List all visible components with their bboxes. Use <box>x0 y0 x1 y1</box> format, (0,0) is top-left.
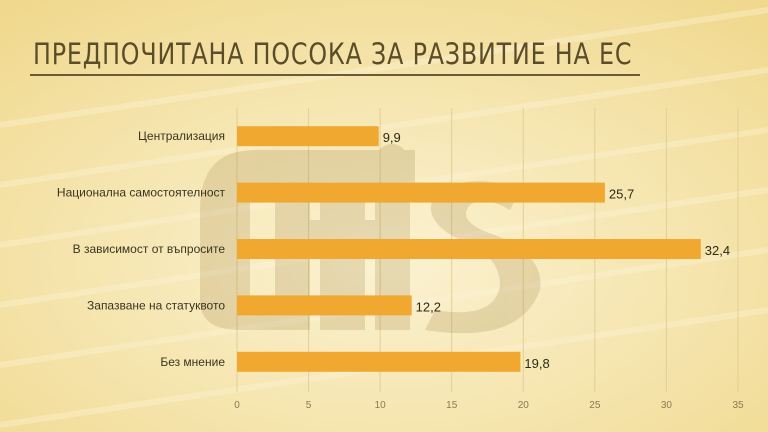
x-axis-ticks: 0 5 10 15 20 25 30 35 <box>234 400 744 411</box>
x-tick-label: 25 <box>589 400 601 411</box>
data-label: 25,7 <box>609 187 634 202</box>
x-tick-label: 35 <box>732 400 744 411</box>
bar <box>237 295 412 316</box>
category-labels: Централизация Национална самостоятелност В… <box>57 129 226 369</box>
data-label: 9,9 <box>383 130 401 145</box>
category-label: Централизация <box>138 129 225 143</box>
x-tick-label: 15 <box>446 400 458 411</box>
bars-group <box>237 126 701 372</box>
x-tick-label: 30 <box>661 400 673 411</box>
category-label: В зависимост от въпросите <box>73 242 226 256</box>
category-label: Запазване на статуквото <box>87 298 225 312</box>
bar <box>237 351 521 372</box>
bar <box>237 182 605 203</box>
x-tick-label: 5 <box>306 400 312 411</box>
slide-title: ПРЕДПОЧИТАНА ПОСОКА ЗА РАЗВИТИЕ НА ЕС <box>33 37 633 71</box>
category-label: Без мнение <box>160 355 225 369</box>
data-label: 19,8 <box>524 356 549 371</box>
category-label: Национална самостоятелност <box>57 186 226 200</box>
x-tick-label: 10 <box>375 400 387 411</box>
bar <box>237 126 379 147</box>
x-tick-label: 20 <box>518 400 530 411</box>
value-labels: 9,9 25,7 32,4 12,2 19,8 <box>383 130 730 371</box>
title-divider <box>30 74 640 76</box>
data-label: 12,2 <box>416 299 441 314</box>
data-label: 32,4 <box>705 243 730 258</box>
bar <box>237 239 701 259</box>
x-tick-label: 0 <box>234 400 240 411</box>
